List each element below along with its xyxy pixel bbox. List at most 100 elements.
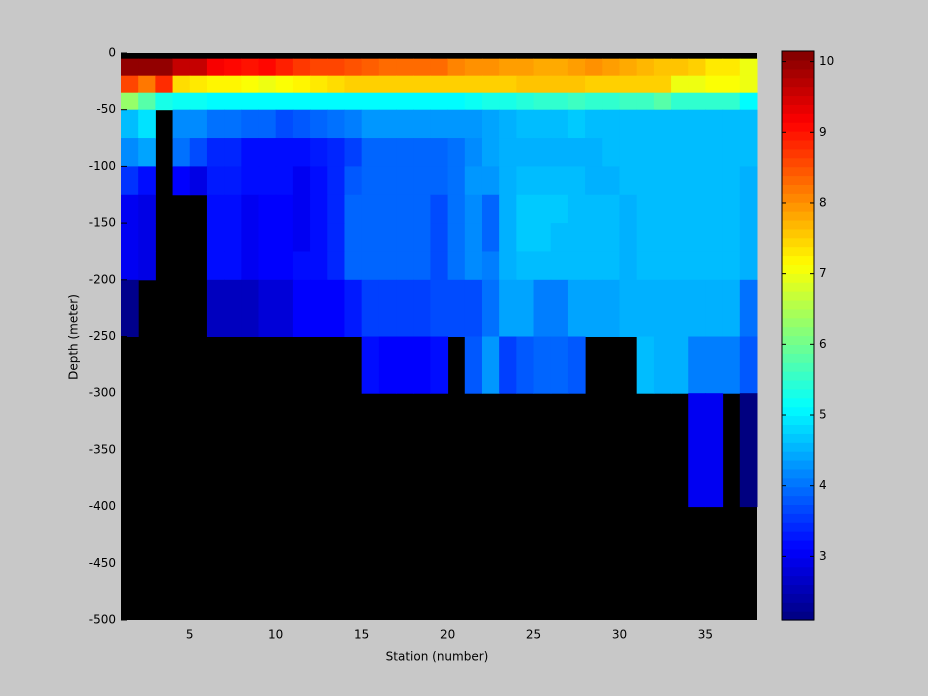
heatmap-cell bbox=[722, 251, 741, 281]
heatmap-cell bbox=[636, 92, 655, 111]
y-tick-label: -200 bbox=[89, 272, 116, 286]
heatmap-cell bbox=[653, 194, 672, 224]
heatmap-cell bbox=[361, 138, 380, 167]
colorbar-swatch bbox=[782, 51, 814, 61]
heatmap-cell bbox=[636, 194, 655, 224]
heatmap-cell bbox=[361, 223, 380, 252]
heatmap-cell bbox=[688, 336, 706, 394]
colorbar-swatch bbox=[782, 237, 814, 248]
heatmap-cell bbox=[344, 223, 363, 252]
heatmap-cell bbox=[464, 223, 483, 252]
x-axis-label: Station (number) bbox=[386, 650, 489, 664]
colorbar-swatch bbox=[782, 451, 814, 461]
heatmap-cell bbox=[447, 194, 466, 224]
heatmap-cell bbox=[310, 223, 328, 252]
heatmap-cell bbox=[241, 92, 260, 111]
heatmap-cell bbox=[275, 194, 294, 224]
colorbar-swatch bbox=[782, 353, 814, 363]
colorbar-swatch bbox=[782, 95, 814, 105]
heatmap-cell bbox=[550, 251, 569, 281]
colorbar-tick-label: 10 bbox=[819, 54, 834, 68]
heatmap-cell bbox=[722, 223, 741, 252]
heatmap-cell bbox=[447, 92, 466, 111]
colorbar-tick-label: 9 bbox=[819, 125, 827, 139]
heatmap-cell bbox=[671, 75, 689, 94]
colorbar-swatch bbox=[782, 193, 814, 203]
heatmap-cell bbox=[688, 279, 706, 337]
y-tick-label: -350 bbox=[89, 442, 116, 456]
heatmap-cell bbox=[567, 223, 586, 252]
heatmap-cell bbox=[344, 194, 363, 224]
heatmap-cell bbox=[396, 251, 414, 281]
heatmap-cell bbox=[567, 336, 586, 394]
heatmap-cell bbox=[602, 166, 620, 196]
heatmap-cell bbox=[275, 251, 294, 281]
heatmap-cell bbox=[378, 194, 397, 224]
heatmap-cell bbox=[344, 75, 363, 94]
heatmap-cell bbox=[396, 223, 414, 252]
heatmap-cell bbox=[189, 58, 208, 77]
heatmap-cell bbox=[602, 223, 620, 252]
heatmap-cell bbox=[533, 194, 552, 224]
colorbar-swatch bbox=[782, 291, 814, 301]
heatmap-cell bbox=[447, 109, 466, 139]
heatmap-cell bbox=[413, 58, 431, 77]
heatmap-cell bbox=[499, 75, 517, 94]
heatmap-cell bbox=[533, 58, 552, 77]
heatmap-cell bbox=[430, 109, 449, 139]
heatmap-cell bbox=[516, 75, 535, 94]
heatmap-cell bbox=[550, 92, 569, 111]
colorbar-frame bbox=[781, 50, 815, 621]
heatmap-cell bbox=[189, 109, 208, 139]
heatmap-cell bbox=[739, 279, 758, 337]
heatmap-cell bbox=[688, 223, 706, 252]
heatmap-cell bbox=[447, 251, 466, 281]
heatmap-cell bbox=[327, 138, 345, 167]
heatmap-cell bbox=[585, 92, 603, 111]
heatmap-cell bbox=[739, 194, 758, 224]
heatmap-cell bbox=[619, 279, 638, 337]
heatmap-cell bbox=[121, 223, 139, 252]
heatmap-cell bbox=[722, 279, 741, 337]
heatmap-cell bbox=[516, 279, 535, 337]
heatmap-cell bbox=[275, 109, 294, 139]
heatmap-cell bbox=[516, 336, 535, 394]
colorbar-swatch bbox=[782, 273, 814, 283]
heatmap-cell bbox=[739, 138, 758, 167]
heatmap-cell bbox=[481, 58, 500, 77]
heatmap-cell bbox=[224, 138, 242, 167]
heatmap-cell bbox=[464, 138, 483, 167]
heatmap-cell bbox=[292, 223, 311, 252]
heatmap-cell bbox=[206, 58, 225, 77]
heatmap-cell bbox=[481, 336, 500, 394]
heatmap-cell bbox=[464, 279, 483, 337]
heatmap-cell bbox=[138, 223, 156, 252]
heatmap-cell bbox=[464, 166, 483, 196]
colorbar-swatch bbox=[782, 397, 814, 408]
heatmap-cell bbox=[138, 251, 156, 281]
heatmap-cell bbox=[430, 166, 449, 196]
y-tick-label: -150 bbox=[89, 216, 116, 230]
heatmap-cell bbox=[550, 279, 569, 337]
heatmap-cell bbox=[224, 223, 242, 252]
colorbar-swatch bbox=[782, 513, 814, 523]
heatmap-cell bbox=[138, 75, 156, 94]
heatmap-cell bbox=[447, 223, 466, 252]
heatmap-cell bbox=[258, 58, 277, 77]
colorbar-swatch bbox=[782, 264, 814, 274]
heatmap-cell bbox=[310, 251, 328, 281]
colorbar-swatch bbox=[782, 504, 814, 514]
heatmap-cell bbox=[636, 109, 655, 139]
heatmap-cell bbox=[241, 75, 260, 94]
heatmap-cell bbox=[344, 138, 363, 167]
heatmap-cell bbox=[636, 223, 655, 252]
heatmap-cell bbox=[585, 75, 603, 94]
heatmap-cell bbox=[121, 92, 139, 111]
heatmap-cell bbox=[275, 138, 294, 167]
heatmap-cell bbox=[567, 138, 586, 167]
heatmap-cell bbox=[567, 58, 586, 77]
heatmap-cell bbox=[533, 75, 552, 94]
heatmap-cell bbox=[567, 109, 586, 139]
heatmap-cell bbox=[688, 109, 706, 139]
colorbar-swatch bbox=[782, 113, 814, 123]
